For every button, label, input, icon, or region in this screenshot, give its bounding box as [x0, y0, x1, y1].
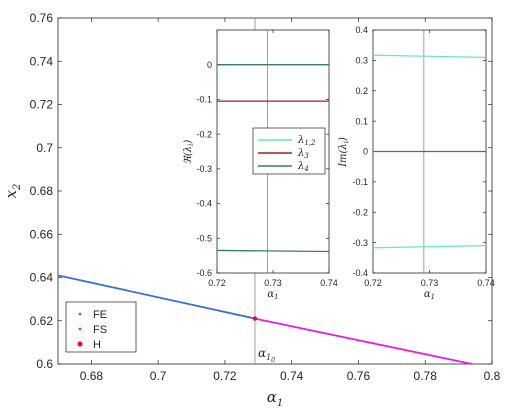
inset-legend-label-main-2: λ: [297, 161, 304, 172]
inset-legend-label-sub-0: 1,2: [304, 139, 316, 147]
y-tick-label: 0.62: [30, 314, 54, 328]
vline-label-main: α: [258, 346, 266, 360]
y-tick-label: -0.2: [352, 207, 368, 217]
y-tick-label: 0.7: [36, 141, 53, 155]
inset-x-label-sub: 1: [274, 293, 278, 301]
y-tick-label: -0.5: [196, 233, 212, 243]
inset-x-label-sub: 1: [431, 293, 435, 301]
y-tick-label: -0.2: [196, 129, 212, 139]
legend-marker-1: [78, 327, 82, 331]
x-tick-label: 0.8: [484, 369, 501, 383]
inset-legend-label-sub-2: 4: [303, 165, 308, 173]
x-axis-label-sub: 1: [277, 398, 283, 409]
x-axis-label-main: α: [267, 388, 277, 406]
hopf-point: [252, 316, 258, 321]
y-tick-label: 0.64: [30, 271, 54, 285]
y-tick-label: 0.2: [355, 86, 368, 96]
inset-legend-label-main-0: λ: [297, 135, 304, 146]
y-tick-label: -0.3: [352, 238, 368, 248]
legend-marker-2: [77, 341, 83, 347]
x-axis-label: α1: [267, 388, 284, 409]
vline-label-sub: 1: [266, 353, 271, 362]
y-axis-label-main: x: [2, 189, 20, 198]
inset-y-label-main: ℜ(λ: [183, 146, 194, 164]
y-tick-label: 0.6: [36, 357, 53, 371]
y-axis-label-sub: 2: [12, 184, 23, 191]
x-tick-label: 0.72: [364, 278, 382, 288]
vline-label-sub2: 0: [271, 357, 275, 364]
x-tick-label: 0.74: [280, 369, 304, 383]
y-tick-label: 0: [207, 60, 212, 70]
x-tick-label: 0.73: [264, 278, 282, 288]
legend-label-1: FS: [93, 324, 107, 336]
inset-real-part: 0.72 0.73 0.74 0 -0.1 -0.2 -0.3 -0.4 -0.5 -0.6 α1 ℜ…: [183, 29, 338, 301]
inset-y-label: ℜ(λi): [183, 140, 195, 165]
x-tick-label: 0.74: [477, 278, 495, 288]
y-tick-label: 0.76: [30, 11, 54, 25]
inset-legend-label-sub-1: 3: [304, 152, 309, 160]
x-tick-label: 0.7: [150, 369, 167, 383]
inset-y-label: Im(λi): [338, 137, 350, 168]
inset-legend-box: [252, 127, 326, 175]
series-line-0: [57, 274, 256, 320]
inset-imag-part: 0.72 0.73 0.74 0.4 0.3 0.2 0.1 0 -0.1 -0.2 -0.3 -0.…: [338, 25, 495, 301]
series-line-1: [254, 317, 473, 365]
x-tick-label: 0.72: [208, 278, 226, 288]
x-tick-label: 0.76: [347, 369, 371, 383]
y-tick-label: 0.74: [30, 54, 54, 68]
legend-label-2: H: [93, 339, 101, 351]
legend-label-0: FE: [93, 309, 107, 321]
y-tick-label: -0.1: [352, 177, 368, 187]
y-tick-label: -0.1: [196, 95, 212, 105]
inset-x-label: α1: [267, 289, 278, 301]
legend-marker-0: [78, 312, 82, 316]
y-tick-label: 0.4: [355, 25, 368, 35]
y-tick-label: 0.72: [30, 98, 54, 112]
y-tick-label: 0.1: [355, 116, 368, 126]
y-tick-label: 0.68: [30, 184, 54, 198]
x-tick-label: 0.72: [213, 369, 237, 383]
inset-x-label: α1: [424, 289, 435, 301]
inset-y-label-main: Im(λ: [338, 143, 349, 168]
y-axis-label: x2: [2, 184, 23, 199]
x-tick-label: 0.78: [414, 369, 438, 383]
y-tick-label: -0.6: [196, 268, 212, 278]
series-line-2: [216, 249, 330, 253]
vline-label: α10: [258, 346, 275, 364]
y-tick-label: -0.4: [196, 199, 212, 209]
y-tick-label: 0.66: [30, 227, 54, 241]
main-legend: FE FS H: [65, 301, 137, 353]
inset-x-label-main: α: [424, 289, 431, 300]
inset-legend-label-1: λ3: [297, 148, 309, 160]
x-tick-label: 0.73: [421, 278, 439, 288]
inset-y-label-end: ): [183, 140, 194, 145]
y-tick-label: 0.3: [355, 56, 368, 66]
series-line-1: [372, 245, 487, 249]
series-line-0: [372, 54, 487, 58]
inset-legend-label-main-1: λ: [297, 148, 304, 159]
inset-y-label-end: ): [338, 137, 349, 142]
y-tick-label: 0: [363, 147, 368, 157]
inset-legend-label-0: λ1,2: [297, 135, 316, 147]
x-tick-label: 0.74: [320, 278, 338, 288]
inset-legend-label-2: λ4: [297, 161, 309, 173]
inset-y-label-sub: i: [187, 144, 195, 146]
inset-y-label-sub: i: [342, 141, 350, 143]
y-tick-label: -0.4: [352, 268, 368, 278]
inset-x-label-main: α: [267, 289, 274, 300]
y-tick-label: -0.3: [196, 164, 212, 174]
x-tick-label: 0.68: [80, 369, 104, 383]
